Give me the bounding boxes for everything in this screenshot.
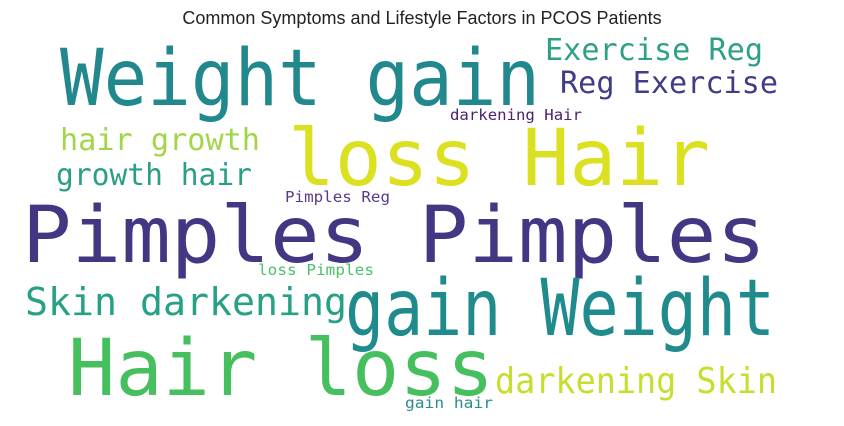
cloud-word: loss Hair — [288, 114, 710, 204]
cloud-word: Pimples Pimples — [22, 191, 766, 281]
cloud-word: Hair loss — [68, 324, 494, 414]
cloud-word: growth hair — [56, 158, 252, 193]
cloud-word: gain Weight — [345, 264, 775, 354]
cloud-word: gain hair — [405, 394, 493, 412]
cloud-word: Weight gain — [60, 34, 540, 124]
cloud-word: darkening Skin — [495, 361, 777, 402]
cloud-word: Reg Exercise — [560, 66, 778, 101]
cloud-word: Exercise Reg — [545, 33, 763, 68]
cloud-word: Skin darkening — [25, 280, 347, 324]
cloud-word: Pimples Reg — [285, 188, 390, 206]
cloud-word: hair growth — [60, 123, 260, 158]
cloud-word: loss Pimples — [258, 261, 374, 279]
cloud-word: darkening Hair — [450, 106, 582, 124]
chart-title: Common Symptoms and Lifestyle Factors in… — [182, 8, 662, 28]
